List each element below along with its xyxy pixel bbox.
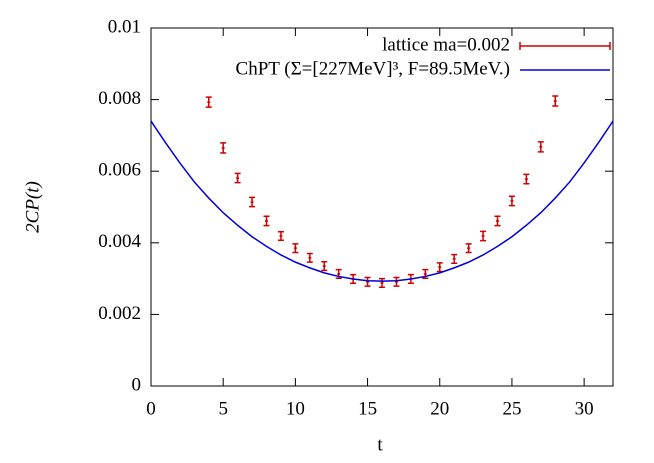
legend-label: lattice ma=0.002 bbox=[382, 34, 510, 55]
x-axis-label: t bbox=[377, 434, 383, 455]
curve bbox=[151, 120, 613, 282]
error-bar bbox=[523, 173, 530, 185]
x-tick-label: 0 bbox=[146, 398, 156, 419]
error-bar bbox=[220, 142, 227, 154]
error-bar bbox=[321, 261, 328, 272]
y-axis-label: 2CP(t) bbox=[22, 181, 43, 233]
error-bar bbox=[277, 230, 284, 242]
x-tick-label: 25 bbox=[502, 398, 521, 419]
error-bar bbox=[537, 141, 544, 153]
error-bar bbox=[234, 172, 241, 184]
y-tick-label: 0.01 bbox=[108, 16, 141, 37]
error-bar bbox=[364, 276, 371, 287]
x-tick-label: 30 bbox=[575, 398, 594, 419]
y-tick-label: 0.008 bbox=[98, 88, 141, 109]
error-bar bbox=[306, 252, 313, 263]
error-bar bbox=[335, 268, 342, 279]
error-bar bbox=[379, 277, 385, 288]
plot-frame bbox=[150, 27, 614, 387]
legend-label: ChPT (Σ=[227MeV]³, F=89.5MeV.) bbox=[236, 58, 510, 79]
y-tick-label: 0.006 bbox=[98, 160, 141, 181]
error-bar bbox=[451, 253, 458, 264]
error-bar bbox=[292, 243, 299, 254]
x-tick-label: 10 bbox=[286, 398, 305, 419]
y-tick-label: 0 bbox=[132, 374, 142, 395]
error-bar bbox=[494, 215, 501, 227]
error-bar bbox=[422, 268, 429, 279]
y-tick-label: 0.002 bbox=[98, 303, 141, 324]
x-tick-label: 5 bbox=[218, 398, 228, 419]
error-bar bbox=[205, 96, 212, 108]
error-bar bbox=[552, 95, 559, 107]
error-bar bbox=[393, 276, 400, 287]
legend-symbol bbox=[519, 42, 611, 50]
error-bar bbox=[436, 262, 443, 273]
error-bar bbox=[263, 215, 270, 227]
error-bar bbox=[249, 196, 256, 208]
error-bar bbox=[480, 230, 487, 242]
y-tick-label: 0.004 bbox=[98, 231, 141, 252]
error-bar bbox=[508, 195, 515, 207]
x-tick-label: 20 bbox=[430, 398, 449, 419]
error-bar bbox=[465, 243, 472, 254]
x-tick-label: 15 bbox=[358, 398, 377, 419]
